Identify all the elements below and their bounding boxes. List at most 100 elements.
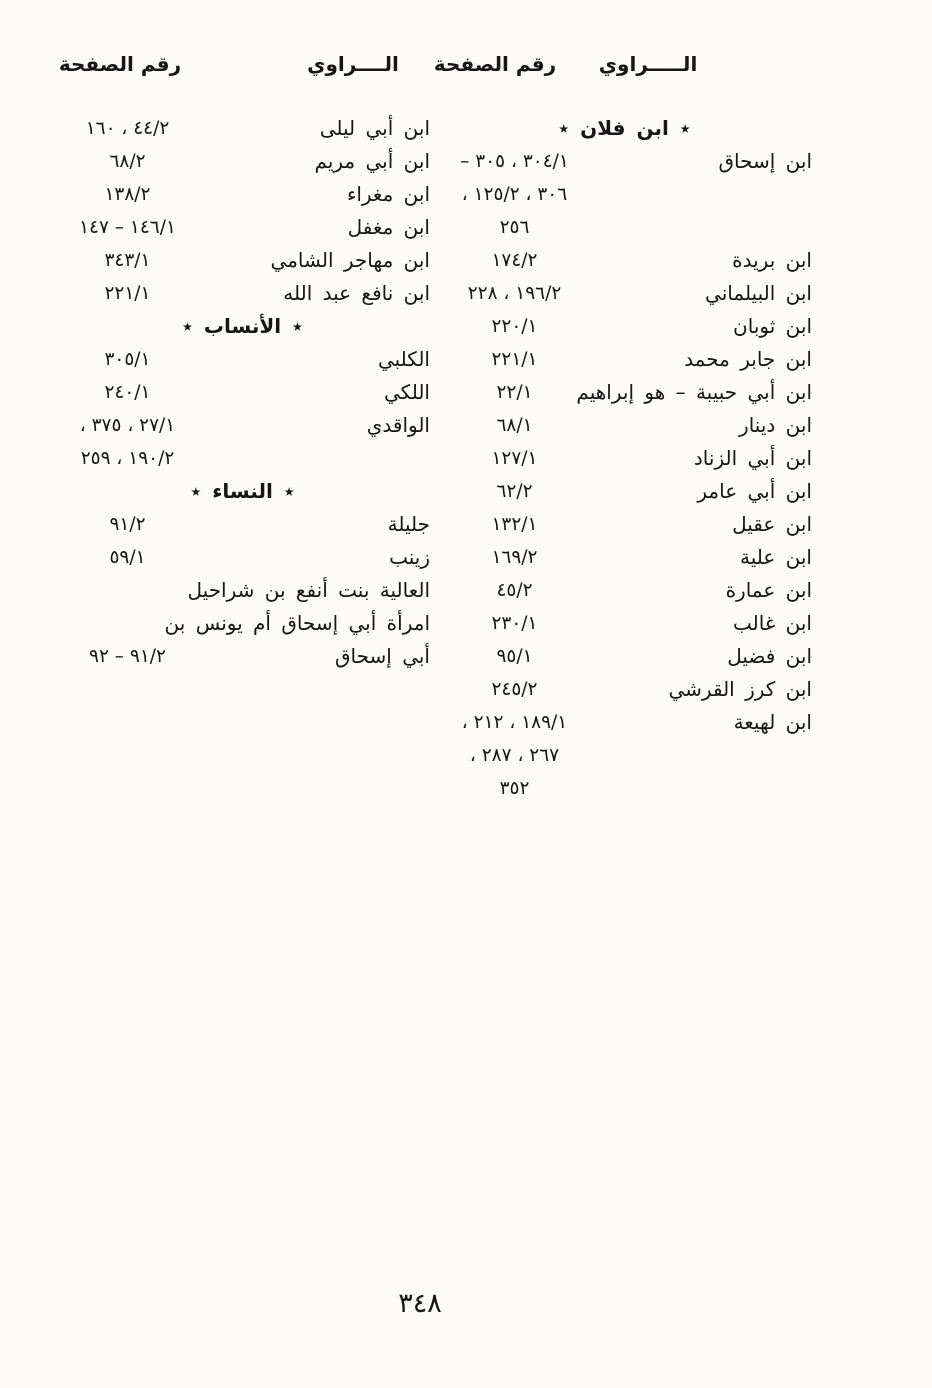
narrator-name: جليلة	[387, 512, 430, 536]
narrator-name: ابن نافع عبد الله	[283, 281, 430, 305]
page-numbers: ٣٠٤/١ ، ٣٠٥ –	[460, 151, 569, 172]
page-numbers: ٩١/٢ – ٩٢	[89, 646, 166, 667]
narrator-name: ابن أبي مريم	[314, 149, 430, 173]
page-numbers: ٩١/٢	[109, 514, 146, 535]
index-row: ابن جابر محمد ٢٢١/١	[437, 343, 813, 376]
page-numbers: ٤٥/٢	[496, 580, 533, 601]
index-row: ٣٠٦ ، ١٢٥/٢ ،	[437, 178, 812, 211]
narrator-name: ابن عقيل	[732, 512, 812, 536]
index-row: ابن دينار ٦٨/١	[437, 409, 812, 442]
narrator-name: ابن أبي ليلى	[319, 116, 430, 140]
index-row: ابن البيلماني ١٩٦/٢ ، ٢٢٨	[437, 277, 812, 310]
narrator-name: ابن أبي حبيبة – هو إبراهيم	[576, 380, 812, 404]
page-numbers: ١٣٢/١	[491, 514, 538, 535]
index-row: العالية بنت أنفع بن شراحيل	[55, 574, 430, 607]
narrator-name: ابن غالب	[733, 611, 812, 635]
index-row: ٢٥٦	[437, 211, 812, 244]
narrator-name: اللكي	[384, 380, 430, 404]
index-row: الكلبي ٣٠٥/١	[55, 343, 431, 376]
page-numbers: ٢٢١/١	[104, 283, 151, 304]
narrator-name: ابن أبي الزناد	[693, 446, 812, 470]
index-row: أبي إسحاق ٩١/٢ – ٩٢	[55, 640, 430, 673]
narrator-name: ابن كرز القرشي	[668, 677, 812, 701]
index-row: امرأة أبي إسحاق أم يونس بن	[55, 607, 430, 640]
index-row: ابن علية ١٦٩/٢	[437, 541, 813, 574]
index-row: ابن بريدة ١٧٤/٢	[437, 244, 813, 277]
page-numbers: ٤٤/٢ ، ١٦٠	[85, 118, 170, 139]
narrator-name: ابن أبي عامر	[697, 479, 812, 503]
narrator-name: ابن ثوبان	[733, 314, 812, 338]
page-numbers: ٦٨/١	[496, 415, 533, 436]
page-numbers: ٢٢١/١	[491, 349, 538, 370]
narrator-name: ابن لهيعة	[733, 710, 812, 734]
narrator-name: الواقدي	[366, 413, 430, 437]
index-row: اللكي ٢٤٠/١	[55, 376, 431, 409]
narrator-name: الكلبي	[377, 347, 430, 371]
index-row: ابن عمارة ٤٥/٢	[437, 574, 812, 607]
index-row: ابن أبي الزناد ١٢٧/١	[437, 442, 813, 475]
index-row: ابن أبي عامر ٦٢/٢	[437, 475, 812, 508]
index-row: ابن لهيعة ١٨٩/١ ، ٢١٢ ،	[437, 706, 812, 739]
index-row: ابن نافع عبد الله ٢٢١/١	[55, 277, 431, 310]
page-numbers: ١٩٦/٢ ، ٢٢٨	[467, 283, 562, 304]
narrator-name: ابن مهاجر الشامي	[270, 248, 430, 272]
index-row: ٣٥٢	[437, 772, 812, 805]
folio-number: ٣٤٨	[398, 1288, 442, 1319]
page-numbers: ٢٣٠/١	[491, 613, 538, 634]
index-row: جليلة ٩١/٢	[55, 508, 430, 541]
narrator-name: ابن البيلماني	[705, 281, 812, 305]
narrator-name: أبي إسحاق	[335, 644, 430, 668]
index-row: ابن عقيل ١٣٢/١	[437, 508, 813, 541]
page-numbers: ١٩٠/٢ ، ٢٥٩	[80, 448, 175, 469]
index-row: ٭ النساء ٭	[55, 475, 430, 508]
index-row: ابن فضيل ٩٥/١	[437, 640, 812, 673]
narrator-name: العالية بنت أنفع بن شراحيل	[187, 578, 430, 602]
index-row: ابن ثوبان ٢٢٠/١	[437, 310, 813, 343]
index-row: ابن مغفل ١٤٦/١ – ١٤٧	[55, 211, 430, 244]
narrator-name: ابن إسحاق	[718, 149, 812, 173]
index-row: ابن أبي مريم ٦٨/٢	[55, 145, 430, 178]
narrator-name: ابن بريدة	[732, 248, 812, 272]
page-numbers: ٣٥٢	[499, 778, 530, 799]
page-numbers: ٩٥/١	[496, 646, 533, 667]
index-row: ابن مهاجر الشامي ٣٤٣/١	[55, 244, 431, 277]
section-heading: ٭ النساء ٭	[190, 479, 295, 503]
index-row: ابن مغراء ١٣٨/٢	[55, 178, 431, 211]
page-numbers: ٢٤٥/٢	[491, 679, 538, 700]
column-header-narrator-left: الــــراوي	[307, 52, 399, 76]
narrator-name: ابن مغراء	[346, 182, 430, 206]
index-row: ابن أبي حبيبة – هو إبراهيم ٢٢/١	[437, 376, 812, 409]
page-numbers: ١٨٩/١ ، ٢١٢ ،	[461, 712, 568, 733]
index-column-left: ابن أبي ليلى ٤٤/٢ ، ١٦٠ ابن أبي مريم ٦٨/٢ اب…	[55, 112, 430, 673]
index-column-right: ٭ ابن فلان ٭ ابن إسحاق ٣٠٤/١ ، ٣٠٥ – ٣٠٦ ، …	[437, 112, 812, 805]
section-heading: ٭ ابن فلان ٭	[558, 116, 691, 140]
narrator-name: ابن فضيل	[727, 644, 812, 668]
section-heading: ٭ الأنساب ٭	[182, 314, 303, 338]
index-row: ابن غالب ٢٣٠/١	[437, 607, 813, 640]
page-numbers: ٣٠٥/١	[104, 349, 151, 370]
index-row: ١٩٠/٢ ، ٢٥٩	[55, 442, 430, 475]
page-numbers: ٢٥٦	[499, 217, 530, 238]
narrator-name: زينب	[389, 545, 430, 569]
narrator-name: ابن عمارة	[725, 578, 812, 602]
page-numbers: ٣٤٣/١	[104, 250, 151, 271]
page-numbers: ١٣٨/٢	[104, 184, 151, 205]
page-numbers: ١٢٧/١	[491, 448, 538, 469]
column-header-page-number-left: رقم الصفحة	[58, 52, 182, 76]
narrator-name: ابن جابر محمد	[684, 347, 812, 371]
index-row: ٭ الأنساب ٭	[55, 310, 430, 343]
column-header-page-number-right: رقم الصفحة	[433, 52, 557, 76]
page-numbers: ٢٢٠/١	[491, 316, 538, 337]
index-row: ٭ ابن فلان ٭	[437, 112, 812, 145]
index-row: زينب ٥٩/١	[55, 541, 430, 574]
narrator-name: ابن دينار	[739, 413, 812, 437]
index-row: ابن كرز القرشي ٢٤٥/٢	[437, 673, 813, 706]
index-row: ابن أبي ليلى ٤٤/٢ ، ١٦٠	[55, 112, 430, 145]
index-row: الواقدي ٢٧/١ ، ٣٧٥ ،	[55, 409, 430, 442]
page-numbers: ١٦٩/٢	[491, 547, 538, 568]
page-numbers: ٥٩/١	[109, 547, 146, 568]
narrator-name: ابن علية	[739, 545, 812, 569]
page-numbers: ٢٧/١ ، ٣٧٥ ،	[79, 415, 176, 436]
index-row: ٢٦٧ ، ٢٨٧ ،	[437, 739, 812, 772]
